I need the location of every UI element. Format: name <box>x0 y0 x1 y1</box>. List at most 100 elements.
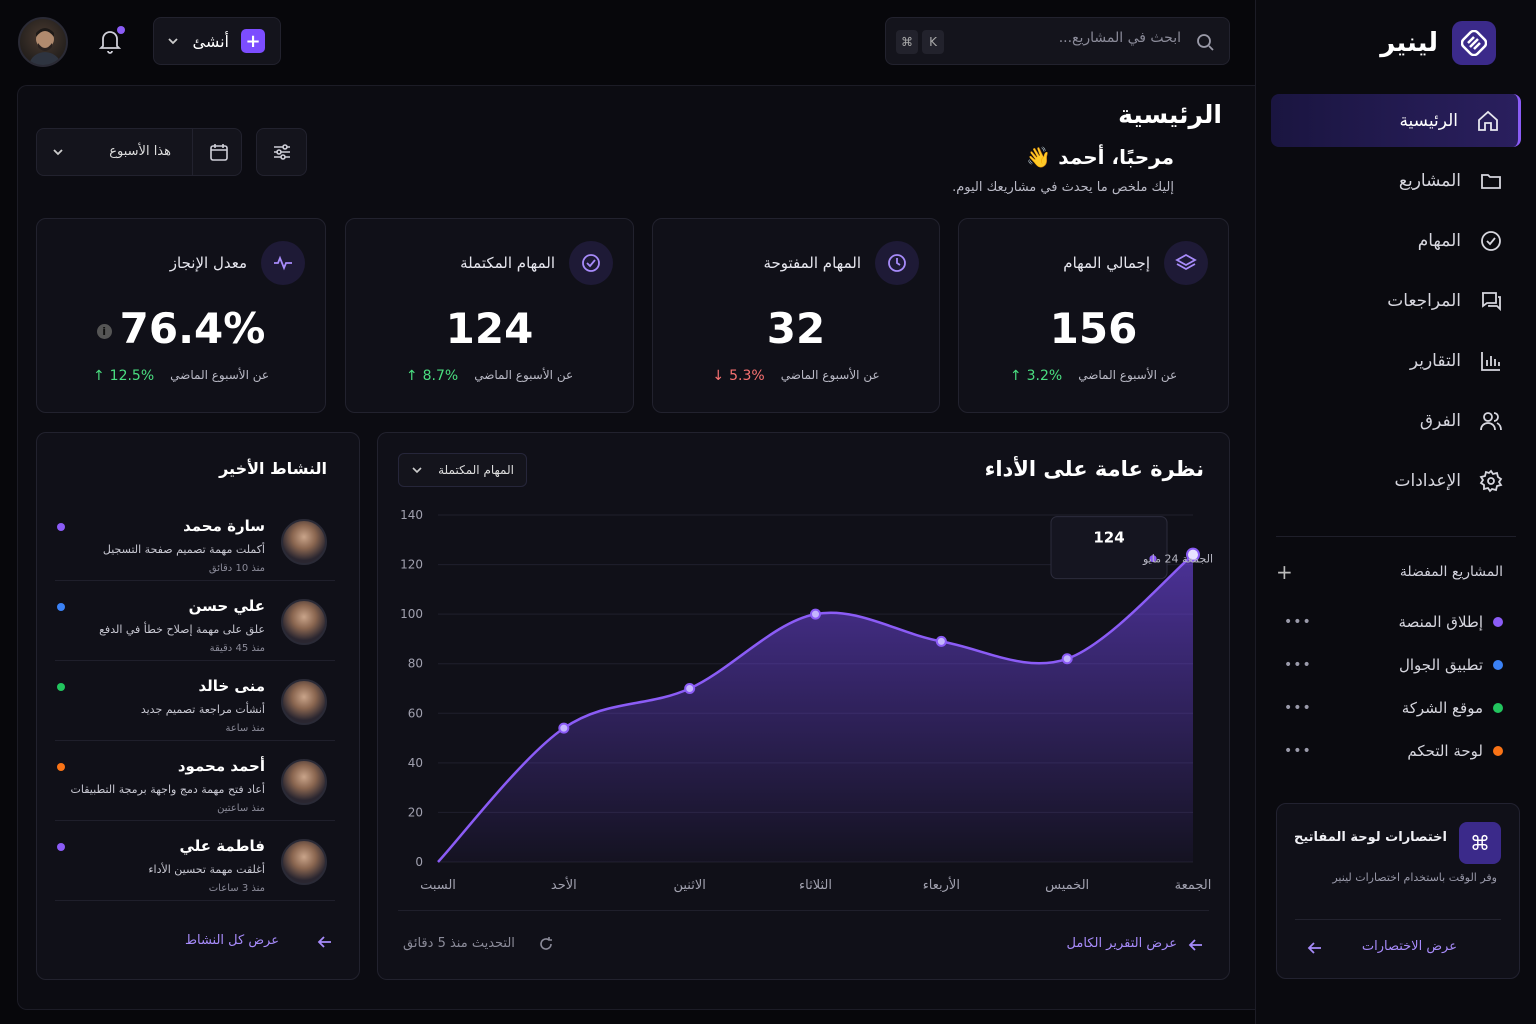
sidebar-item-tasks[interactable]: المهام <box>1271 214 1521 267</box>
y-tick-label: 0 <box>415 855 423 869</box>
y-tick-label: 80 <box>408 657 423 671</box>
favorite-item[interactable]: إطلاق المنصة ••• <box>1284 600 1503 643</box>
create-label: أنشئ <box>192 31 229 51</box>
status-dot <box>57 683 65 691</box>
info-icon[interactable]: i <box>96 324 112 339</box>
avatar <box>281 599 327 645</box>
home-icon <box>1478 110 1498 131</box>
kbd-key: K <box>922 30 944 54</box>
arrow-left-icon[interactable] <box>1307 940 1323 956</box>
sidebar: لينير الرئيسية المشاريع المهام المراجعات… <box>1255 0 1536 1024</box>
activity-user: فاطمة علي <box>179 837 265 855</box>
sidebar-item-reports[interactable]: التقارير <box>1271 334 1521 387</box>
divider <box>1276 536 1516 537</box>
favorite-item[interactable]: لوحة التحكم ••• <box>1284 729 1503 772</box>
activity-time: منذ ساعتين <box>217 803 265 814</box>
activity-desc: أنشأت مراجعة تصميم جديد <box>140 703 265 716</box>
data-point <box>1061 653 1073 665</box>
activity-desc: أكملت مهمة تصميم صفحة التسجيل <box>102 543 265 556</box>
sidebar-nav: الرئيسية المشاريع المهام المراجعات التقا… <box>1271 94 1521 514</box>
refresh-icon[interactable] <box>538 936 554 952</box>
sidebar-item-label: التقارير <box>1409 350 1461 371</box>
tooltip-label: الجمعة 24 مايو <box>1142 553 1213 566</box>
sidebar-item-label: المشاريع <box>1398 170 1461 191</box>
filter-button[interactable] <box>256 128 307 176</box>
layers-icon <box>1164 241 1208 285</box>
stat-footer: عن الأسبوع الماضي ↑ 8.7% <box>346 368 633 384</box>
arrow-left-icon[interactable] <box>1188 937 1204 953</box>
activity-desc: أعاد فتح مهمة دمج واجهة برمجة التطبيقات <box>70 783 265 796</box>
more-icon[interactable]: ••• <box>1284 613 1312 630</box>
favorite-label: إطلاق المنصة <box>1398 612 1483 631</box>
last-updated: التحديث منذ 5 دقائق <box>403 936 515 951</box>
activity-item[interactable]: فاطمة علي أغلقت مهمة تحسين الأداء منذ 3 … <box>55 821 335 901</box>
activity-item[interactable]: علي حسن علق على مهمة إصلاح خطأ في الدفع … <box>55 581 335 661</box>
more-icon[interactable]: ••• <box>1284 742 1312 759</box>
stat-change: ↓ 5.3% <box>712 368 765 384</box>
x-tick-label: الخميس <box>1045 878 1089 893</box>
status-dot <box>57 523 65 531</box>
view-all-activity-link[interactable]: عرض كل النشاط <box>184 933 279 948</box>
bell-icon[interactable] <box>98 28 122 54</box>
sidebar-item-projects[interactable]: المشاريع <box>1271 154 1521 207</box>
stat-title: معدل الإنجاز <box>169 254 247 272</box>
more-icon[interactable]: ••• <box>1284 699 1312 716</box>
favorite-item[interactable]: تطبيق الجوال ••• <box>1284 643 1503 686</box>
sidebar-item-reviews[interactable]: المراجعات <box>1271 274 1521 327</box>
shortcuts-title: اختصارات لوحة المفاتيح <box>1293 830 1447 845</box>
view-shortcuts-link[interactable]: عرض الاختصارات <box>1361 939 1457 954</box>
chevron-down-icon <box>412 467 422 474</box>
stat-change: ↑ 12.5% <box>92 368 155 384</box>
bar-chart-icon <box>1481 351 1500 371</box>
stat-footer: عن الأسبوع الماضي ↑ 12.5% <box>37 368 325 384</box>
create-button[interactable]: + أنشئ <box>153 17 281 65</box>
activity-item[interactable]: منى خالد أنشأت مراجعة تصميم جديد منذ ساع… <box>55 661 335 741</box>
view-full-report-link[interactable]: عرض التقرير الكامل <box>1066 936 1177 951</box>
search-bar[interactable]: ⌘ K <box>885 17 1230 65</box>
chevron-down-icon <box>168 38 179 45</box>
arrow-up-icon: ↑ <box>92 368 105 384</box>
stat-value: i 76.4% <box>37 304 325 353</box>
activity-icon <box>261 241 305 285</box>
divider <box>1295 919 1501 920</box>
arrow-up-icon: ↑ <box>1009 368 1022 384</box>
add-favorite-icon[interactable]: + <box>1276 560 1293 584</box>
data-point <box>935 635 947 647</box>
brand[interactable]: لينير <box>1380 21 1496 65</box>
favorite-label: موقع الشركة <box>1401 698 1483 717</box>
activity-time: منذ 45 دقيقة <box>209 643 265 654</box>
sidebar-item-label: المهام <box>1417 230 1461 251</box>
project-color-dot <box>1493 616 1503 627</box>
more-icon[interactable]: ••• <box>1284 656 1312 673</box>
activity-item[interactable]: سارة محمد أكملت مهمة تصميم صفحة التسجيل … <box>55 501 335 581</box>
x-tick-label: الأحد <box>551 876 577 893</box>
stat-change: ↑ 8.7% <box>405 368 459 384</box>
sidebar-item-home[interactable]: الرئيسية <box>1271 94 1521 147</box>
period-select[interactable]: هذا الأسبوع <box>36 128 242 176</box>
data-point <box>558 722 570 734</box>
notification-badge <box>117 26 125 34</box>
chevron-down-icon <box>53 149 63 156</box>
activity-item[interactable]: أحمد محمود أعاد فتح مهمة دمج واجهة برمجة… <box>55 741 335 821</box>
x-tick-label: الاثنين <box>673 878 705 893</box>
kbd-key: ⌘ <box>896 30 918 54</box>
chat-icon <box>1482 291 1501 311</box>
project-color-dot <box>1493 745 1503 756</box>
gear-icon <box>1479 469 1503 492</box>
favorite-label: لوحة التحكم <box>1407 741 1483 760</box>
status-dot <box>57 843 65 851</box>
welcome-heading: مرحبًا، أحمد 👋 <box>1026 145 1174 169</box>
search-input[interactable] <box>1001 30 1181 46</box>
clock-icon <box>875 241 919 285</box>
favorite-item[interactable]: موقع الشركة ••• <box>1284 686 1503 729</box>
stat-card-total: إجمالي المهام 156 عن الأسبوع الماضي ↑ 3.2… <box>958 218 1229 413</box>
chart-metric-select[interactable]: المهام المكتملة <box>398 453 527 487</box>
sidebar-item-settings[interactable]: الإعدادات <box>1271 454 1521 507</box>
performance-chart: 0 20 40 60 80 100 120 140 السبت الأحد الاثنين الثلا… <box>400 508 1213 893</box>
sidebar-item-teams[interactable]: الفرق <box>1271 394 1521 447</box>
activity-user: علي حسن <box>188 597 265 615</box>
user-avatar[interactable] <box>18 17 68 67</box>
arrow-left-icon[interactable] <box>317 934 333 950</box>
stat-compare: عن الأسبوع الماضي <box>1078 368 1178 382</box>
avatar <box>281 759 327 805</box>
